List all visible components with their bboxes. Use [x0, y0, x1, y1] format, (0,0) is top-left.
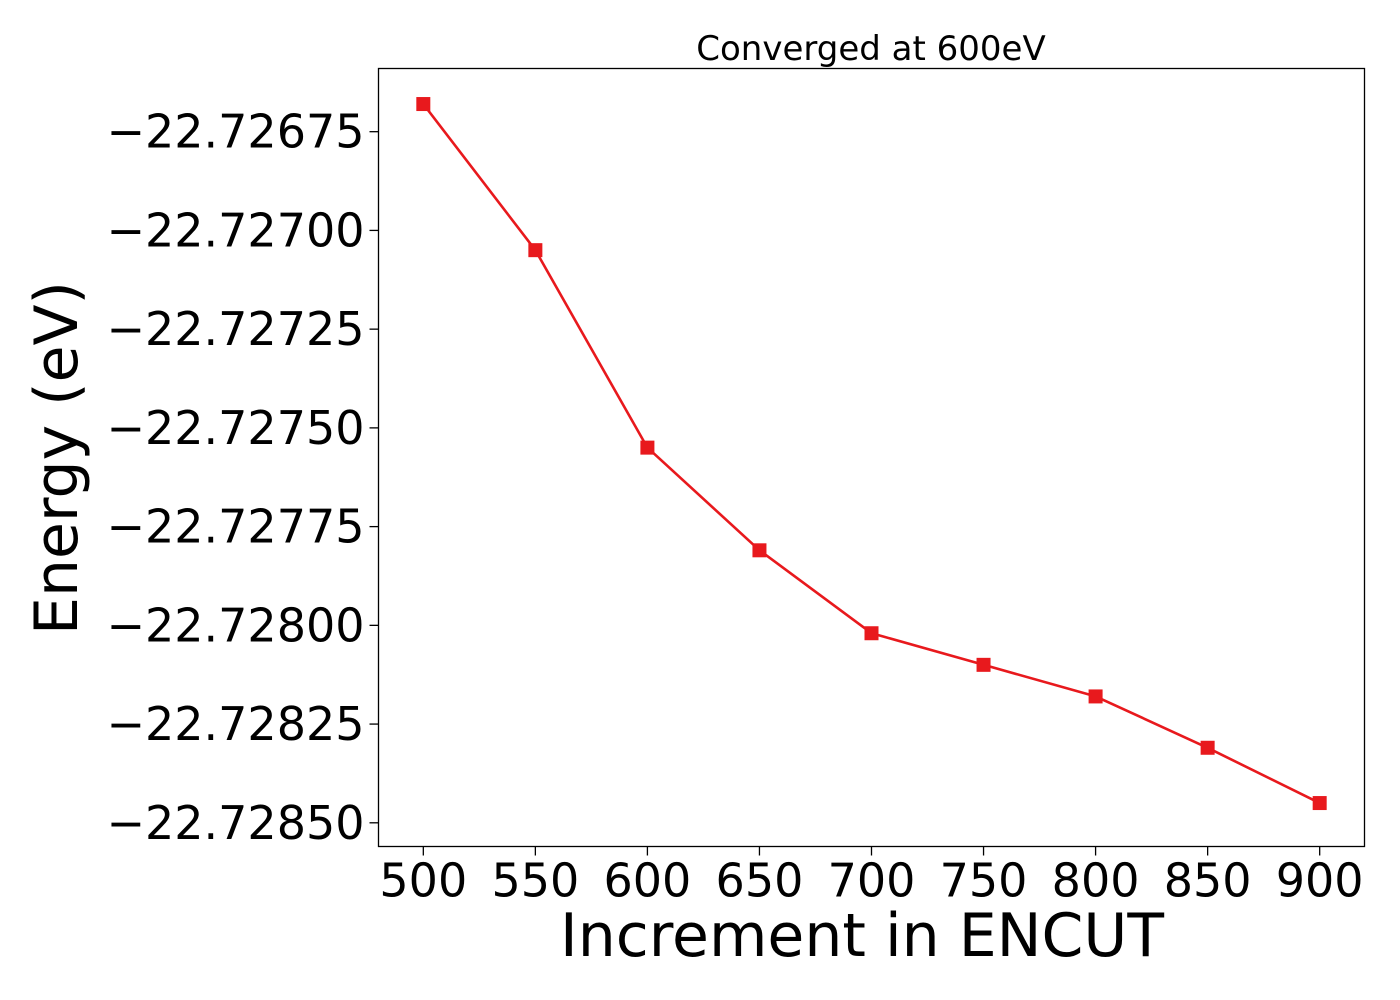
- plot-area-frame: [377, 67, 1366, 848]
- data-point-marker: [528, 243, 543, 258]
- data-point-marker: [1088, 689, 1103, 704]
- x-tick-label: 550: [491, 854, 579, 908]
- data-point-marker: [416, 97, 431, 112]
- x-tick-label: 800: [1052, 854, 1140, 908]
- x-axis: 500 550 600 650 700 750 800 850 900: [379, 846, 1364, 908]
- y-tick-label: −22.72800: [106, 598, 364, 652]
- x-axis-label: Increment in ENCUT: [560, 901, 1164, 971]
- data-point-marker: [1200, 740, 1215, 755]
- data-point-marker: [752, 543, 767, 558]
- series-line: [422, 103, 1321, 805]
- y-tick-label: −22.72700: [106, 203, 364, 257]
- data-point-marker: [976, 657, 991, 672]
- x-tick-label: 700: [828, 854, 916, 908]
- y-tick-label: −22.72775: [106, 500, 364, 554]
- data-point-marker: [1312, 796, 1327, 811]
- x-tick-label: 650: [716, 854, 804, 908]
- y-tick-label: −22.72750: [106, 401, 364, 455]
- y-tick-label: −22.72825: [106, 697, 364, 751]
- x-tick-label: 500: [379, 854, 467, 908]
- y-tick-label: −22.72725: [106, 302, 364, 356]
- chart-title: Converged at 600eV: [696, 29, 1045, 69]
- x-tick-label: 600: [604, 854, 692, 908]
- y-tick-label: −22.72850: [106, 796, 364, 850]
- series-layer: [416, 97, 1327, 811]
- data-point-marker: [640, 440, 655, 455]
- data-point-marker: [864, 626, 879, 641]
- y-tick-label: −22.72675: [106, 105, 364, 159]
- y-axis-label: Energy (eV): [22, 281, 92, 635]
- x-tick-label: 850: [1164, 854, 1252, 908]
- x-tick-label: 900: [1276, 854, 1364, 908]
- x-tick-label: 750: [940, 854, 1028, 908]
- y-axis: −22.72675 −22.72700 −22.72725 −22.72750 −22.…: [106, 105, 379, 850]
